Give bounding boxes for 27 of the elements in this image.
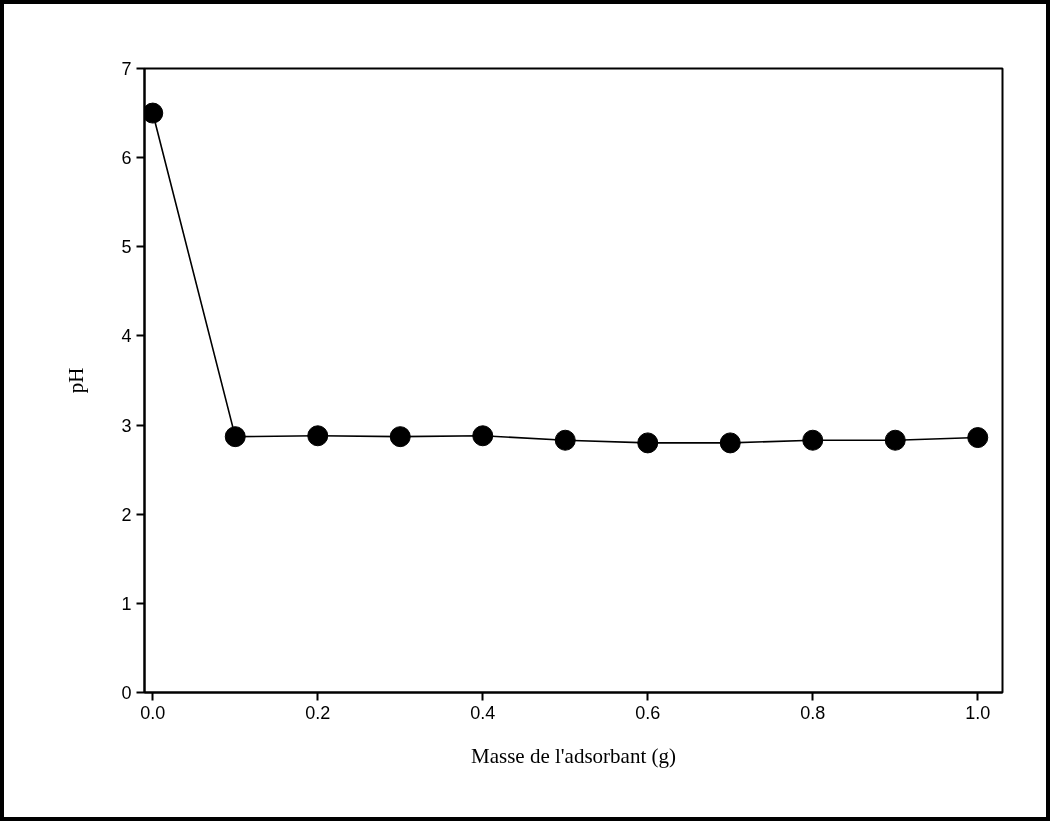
x-axis-title: Masse de l'adsorbant (g) xyxy=(471,743,676,768)
y-tick-label: 2 xyxy=(121,504,132,525)
point xyxy=(554,429,576,451)
point xyxy=(719,432,741,454)
y-tick-label: 3 xyxy=(121,415,132,436)
y-tick-label: 5 xyxy=(121,237,132,258)
y-tick-label: 7 xyxy=(121,59,132,79)
y-tick-label: 0 xyxy=(121,683,132,703)
point xyxy=(637,432,659,454)
point xyxy=(389,426,411,448)
y-axis-title: pH xyxy=(64,367,89,394)
point xyxy=(884,429,906,451)
x-tick-label: 0.6 xyxy=(635,702,661,723)
x-tick-label: 0.8 xyxy=(800,702,826,723)
point xyxy=(802,429,824,451)
x-tick-label: 0.4 xyxy=(470,702,496,723)
x-tick-label: 0.2 xyxy=(305,702,331,723)
x-tick-label: 1.0 xyxy=(965,702,991,723)
y-tick-label: 4 xyxy=(121,326,132,347)
point xyxy=(307,425,329,447)
point xyxy=(224,426,246,448)
y-tick-label: 1 xyxy=(121,593,132,614)
point xyxy=(967,427,989,449)
y-tick-label: 6 xyxy=(121,148,132,169)
point xyxy=(144,102,164,124)
point xyxy=(472,425,494,447)
x-tick-label: 0.0 xyxy=(140,702,166,723)
